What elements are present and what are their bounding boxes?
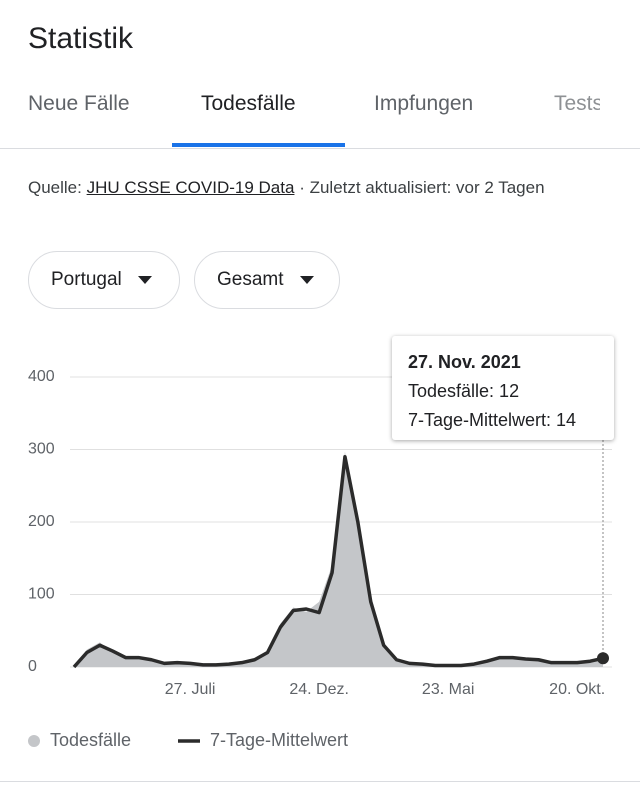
tooltip-average: 7-Tage-Mittelwert: 14 [408, 410, 577, 430]
source-prefix: Quelle: [28, 178, 82, 197]
y-tick-label: 100 [28, 586, 55, 603]
y-tick-label: 200 [28, 513, 55, 530]
divider [0, 148, 640, 149]
source-link[interactable]: JHU CSSE COVID-19 Data [86, 178, 295, 197]
tooltip-daily: Todesfälle: 12 [408, 381, 520, 401]
hover-point [597, 652, 609, 665]
y-tick-label: 0 [28, 658, 37, 675]
tooltip: 27. Nov. 2021 Todesfälle: 12 7-Tage-Mitt… [392, 336, 614, 440]
area [74, 451, 603, 667]
dropdown-label: Gesamt [217, 269, 284, 290]
caret [137, 276, 152, 284]
divider [0, 781, 640, 782]
dropdown[interactable]: Portugal [28, 251, 180, 309]
y-tick-label: 300 [28, 441, 55, 458]
legend-swatch [28, 735, 40, 747]
caret [299, 276, 314, 284]
page-title: Statistik [28, 22, 134, 55]
source-suffix: · Zuletzt aktualisiert: vor 2 Tagen [299, 178, 545, 197]
tab-indicator [172, 143, 345, 147]
source: Quelle: JHU CSSE COVID-19 Data · Zuletzt… [28, 174, 588, 201]
tab[interactable]: Impfungen [374, 92, 474, 115]
tab[interactable]: Todesfälle [201, 92, 296, 115]
dropdown-label: Portugal [51, 269, 122, 290]
x-tick-label: 20. Okt. [549, 681, 605, 698]
x-tick-label: 23. Mai [422, 681, 474, 698]
tab[interactable]: Neue Fälle [28, 92, 130, 115]
y-tick-label: 400 [28, 368, 55, 385]
x-tick-label: 27. Juli [165, 681, 216, 698]
legend-label: 7-Tage-Mittelwert [210, 730, 348, 750]
tooltip-date: 27. Nov. 2021 [408, 352, 521, 372]
line [72, 455, 604, 669]
x-tick-label: 24. Dez. [289, 681, 349, 698]
legend-label: Todesfälle [50, 730, 131, 750]
dropdown[interactable]: Gesamt [194, 251, 340, 309]
tab[interactable]: Tests [554, 92, 600, 115]
